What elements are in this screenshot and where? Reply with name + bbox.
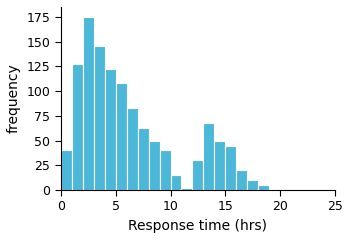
Bar [127, 108, 138, 190]
Bar [247, 180, 258, 190]
Bar [149, 141, 160, 190]
Bar [83, 17, 94, 190]
Bar [170, 175, 182, 190]
Bar [291, 189, 302, 190]
Bar [225, 145, 236, 190]
Bar [269, 189, 280, 190]
Y-axis label: frequency: frequency [7, 64, 21, 133]
Bar [203, 123, 215, 190]
Bar [72, 64, 83, 190]
X-axis label: Response time (hrs): Response time (hrs) [128, 219, 267, 233]
Bar [193, 160, 203, 190]
Bar [138, 128, 149, 190]
Bar [105, 69, 116, 190]
Bar [236, 170, 247, 190]
Bar [215, 141, 225, 190]
Bar [258, 185, 269, 190]
Bar [61, 150, 72, 190]
Bar [94, 46, 105, 190]
Bar [116, 83, 127, 190]
Bar [160, 150, 170, 190]
Bar [182, 188, 193, 190]
